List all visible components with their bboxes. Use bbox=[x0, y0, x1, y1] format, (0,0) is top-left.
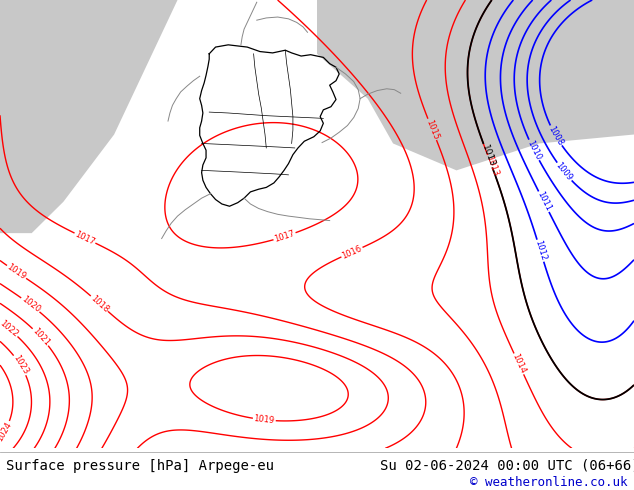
Text: 1016: 1016 bbox=[340, 244, 363, 261]
Polygon shape bbox=[317, 0, 634, 171]
Text: 1017: 1017 bbox=[273, 229, 296, 244]
Text: 1021: 1021 bbox=[30, 326, 51, 348]
Text: 1011: 1011 bbox=[535, 190, 553, 213]
Polygon shape bbox=[0, 0, 178, 233]
Text: 1018: 1018 bbox=[89, 294, 110, 314]
Text: Su 02-06-2024 00:00 UTC (06+66): Su 02-06-2024 00:00 UTC (06+66) bbox=[380, 459, 634, 473]
Text: 1013: 1013 bbox=[484, 154, 500, 177]
Text: 1009: 1009 bbox=[554, 161, 574, 183]
Text: 1024: 1024 bbox=[0, 420, 13, 442]
Text: 1017: 1017 bbox=[74, 229, 96, 247]
Text: 1012: 1012 bbox=[533, 239, 548, 262]
Text: 1023: 1023 bbox=[11, 354, 30, 376]
Text: 1013: 1013 bbox=[480, 144, 496, 168]
Text: 1022: 1022 bbox=[0, 318, 20, 339]
Text: 1019: 1019 bbox=[254, 414, 275, 425]
Text: 1008: 1008 bbox=[547, 124, 565, 147]
Text: 1014: 1014 bbox=[510, 352, 527, 375]
Text: 1019: 1019 bbox=[5, 262, 28, 282]
Text: © weatheronline.co.uk: © weatheronline.co.uk bbox=[470, 476, 628, 489]
Text: Surface pressure [hPa] Arpege-eu: Surface pressure [hPa] Arpege-eu bbox=[6, 459, 275, 473]
Text: 1010: 1010 bbox=[525, 139, 543, 161]
Text: 1015: 1015 bbox=[424, 118, 440, 141]
Text: 1020: 1020 bbox=[20, 295, 42, 315]
